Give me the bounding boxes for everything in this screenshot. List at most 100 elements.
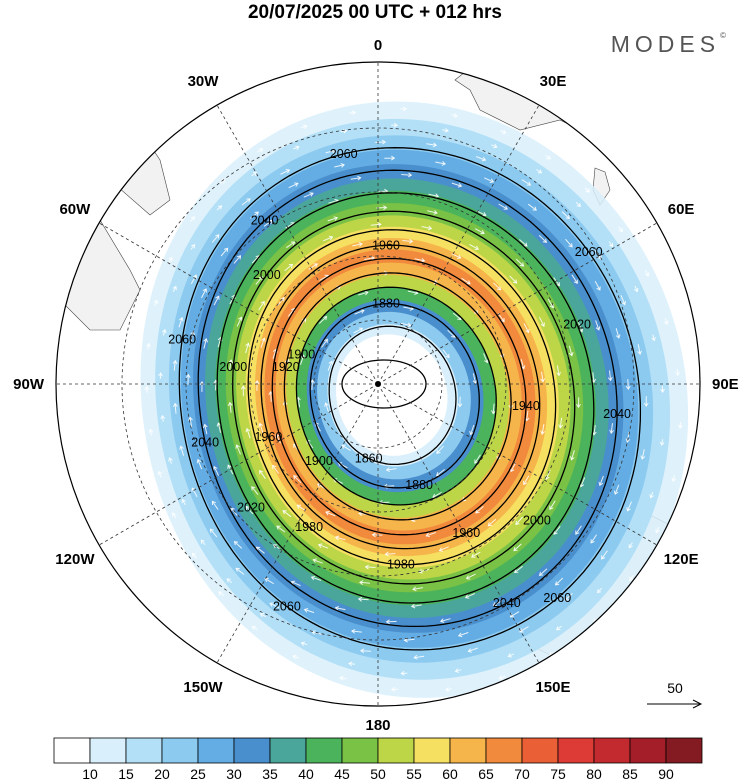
wind-vector — [452, 312, 462, 320]
wind-vector-head — [457, 254, 462, 259]
wind-vector — [527, 203, 537, 211]
wind-vector — [436, 445, 444, 454]
wind-vector — [335, 536, 346, 541]
wind-vector — [327, 361, 333, 371]
wind-vector-head — [290, 241, 296, 246]
wind-vector — [220, 247, 228, 257]
wind-vector-head — [570, 456, 575, 461]
wind-vector — [297, 397, 301, 408]
wind-vector-head — [474, 245, 479, 250]
contour-label: 2040 — [603, 407, 631, 421]
wind-vector-head — [300, 641, 306, 647]
wind-vector — [544, 155, 551, 160]
wind-vector-head — [390, 686, 396, 692]
wind-vector-head — [264, 577, 269, 583]
wind-vector-head — [328, 235, 334, 241]
wind-vector-head — [496, 286, 502, 291]
wind-vector — [508, 653, 515, 657]
wind-vector-head — [555, 626, 561, 631]
wind-vector-head — [313, 263, 318, 268]
colorbar-tick-label: 60 — [442, 766, 458, 782]
wind-vector — [553, 525, 561, 535]
wind-vector-head — [493, 143, 498, 149]
wind-vector-head — [400, 670, 405, 676]
colorbar-swatch — [449, 737, 487, 764]
wind-vector — [292, 655, 299, 659]
wind-vector-head — [303, 608, 309, 613]
wind-vector — [541, 371, 544, 382]
wind-vector — [645, 270, 649, 277]
wind-vector — [226, 578, 233, 584]
wind-vector — [553, 277, 560, 286]
wind-vector-head — [402, 106, 408, 112]
wind-vector — [549, 651, 555, 657]
contour-label: 1880 — [405, 478, 433, 492]
wind-vector-head — [227, 464, 232, 469]
wind-vector-head — [425, 532, 430, 538]
wind-vector-head — [334, 535, 340, 541]
wind-vector-head — [295, 145, 300, 151]
wind-vector-head — [168, 457, 173, 462]
latitude-circle — [121, 127, 635, 641]
wind-vector-head — [325, 510, 330, 516]
wind-vector-head — [457, 403, 463, 408]
wind-vector — [340, 130, 347, 133]
wind-vector-head — [160, 414, 166, 420]
wind-vector-head — [457, 182, 463, 188]
wind-vector-head — [523, 480, 528, 486]
wind-vector — [469, 243, 479, 250]
colorbar-swatch — [89, 737, 127, 764]
wind-vector-head — [172, 285, 177, 291]
wind-vector — [523, 475, 530, 485]
wind-vector — [187, 374, 189, 385]
wind-vector — [359, 581, 370, 584]
wind-vector — [440, 618, 451, 622]
wind-vector — [536, 169, 542, 174]
wind-vector-head — [445, 353, 450, 359]
wind-vector-head — [439, 618, 445, 623]
wind-vector-head — [598, 481, 604, 487]
wind-vector — [161, 415, 164, 422]
wind-vector — [178, 317, 183, 328]
wind-vector — [350, 177, 361, 180]
wind-vector-head — [288, 263, 294, 269]
wind-vector — [297, 504, 306, 512]
wind-vector — [442, 349, 450, 358]
wind-vector — [426, 143, 437, 146]
wind-vector-head — [328, 360, 334, 366]
contour-label: 2000 — [219, 360, 247, 374]
colorbar-swatch — [593, 737, 631, 764]
wind-vector-head — [268, 219, 273, 224]
wind-vector-head — [523, 242, 528, 247]
wind-vector-head — [513, 568, 519, 574]
wind-vector-head — [607, 377, 613, 382]
wind-vector — [515, 516, 523, 525]
wind-vector — [321, 339, 328, 348]
contour-label: 1980 — [295, 520, 323, 534]
wind-vector — [211, 501, 219, 510]
wind-vector — [276, 525, 286, 533]
wind-vector — [236, 444, 241, 455]
lon-60w-label: 60W — [59, 201, 91, 218]
wind-vector-head — [512, 279, 518, 284]
wind-vector-head — [153, 299, 159, 304]
wind-vector-head — [269, 602, 274, 607]
wind-vector-head — [188, 416, 193, 421]
wind-vector-head — [148, 428, 154, 433]
wind-vector — [259, 470, 266, 480]
wind-vector — [561, 211, 570, 219]
wind-vector-head — [245, 342, 250, 347]
wind-vector-head — [209, 528, 215, 533]
wind-vector-head — [675, 371, 681, 377]
wind-vector — [421, 226, 432, 230]
contour-label: 1880 — [372, 297, 400, 311]
wind-vector-head — [333, 216, 339, 221]
wind-vector-head — [179, 445, 184, 450]
wind-vector-head — [251, 486, 256, 491]
wind-vector — [442, 129, 449, 132]
wind-vector — [547, 298, 554, 308]
wind-vector-head — [556, 371, 561, 377]
wind-vector — [510, 462, 517, 472]
colorbar-swatch — [53, 737, 91, 764]
contour-label: 2000 — [253, 268, 281, 282]
